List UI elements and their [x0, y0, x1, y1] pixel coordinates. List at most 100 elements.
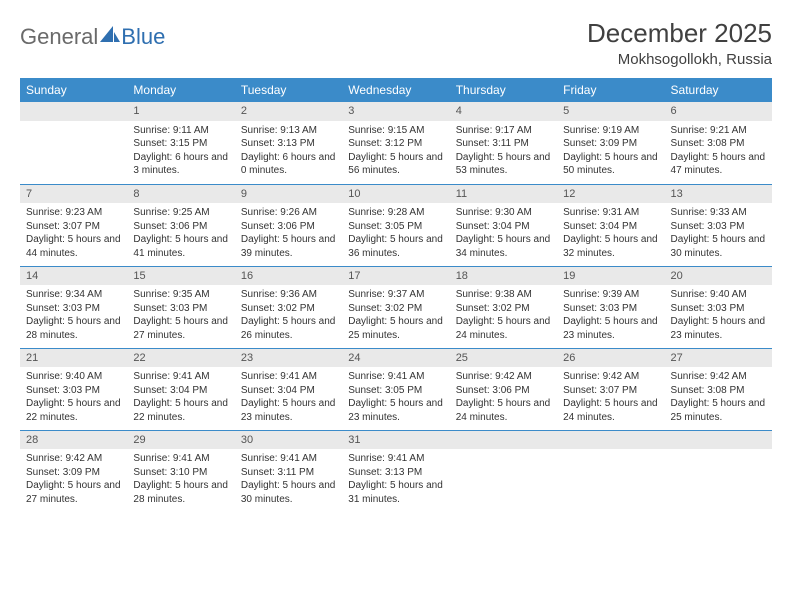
sunset: Sunset: 3:04 PM: [133, 384, 228, 398]
sunset: Sunset: 3:04 PM: [456, 220, 551, 234]
sunset: Sunset: 3:11 PM: [241, 466, 336, 480]
day-number: 24: [342, 349, 449, 368]
day-number: 21: [20, 349, 127, 368]
calendar-cell: [557, 430, 664, 512]
sunset: Sunset: 3:09 PM: [563, 137, 658, 151]
sunrise: Sunrise: 9:15 AM: [348, 124, 443, 138]
calendar-cell: 2Sunrise: 9:13 AMSunset: 3:13 PMDaylight…: [235, 102, 342, 184]
sunset: Sunset: 3:07 PM: [26, 220, 121, 234]
day-details: Sunrise: 9:41 AMSunset: 3:04 PMDaylight:…: [127, 367, 234, 428]
day-number: 10: [342, 185, 449, 204]
calendar-cell: 23Sunrise: 9:41 AMSunset: 3:04 PMDayligh…: [235, 348, 342, 430]
day-details: Sunrise: 9:35 AMSunset: 3:03 PMDaylight:…: [127, 285, 234, 346]
sunrise: Sunrise: 9:39 AM: [563, 288, 658, 302]
sunset: Sunset: 3:02 PM: [348, 302, 443, 316]
day-details: Sunrise: 9:11 AMSunset: 3:15 PMDaylight:…: [127, 121, 234, 182]
day-details: Sunrise: 9:41 AMSunset: 3:04 PMDaylight:…: [235, 367, 342, 428]
calendar-cell: 26Sunrise: 9:42 AMSunset: 3:07 PMDayligh…: [557, 348, 664, 430]
calendar-cell: 27Sunrise: 9:42 AMSunset: 3:08 PMDayligh…: [665, 348, 772, 430]
calendar-row: 21Sunrise: 9:40 AMSunset: 3:03 PMDayligh…: [20, 348, 772, 430]
sunset: Sunset: 3:05 PM: [348, 384, 443, 398]
daylight: Daylight: 5 hours and 24 minutes.: [456, 397, 551, 424]
calendar-cell: 16Sunrise: 9:36 AMSunset: 3:02 PMDayligh…: [235, 266, 342, 348]
day-number: 15: [127, 267, 234, 286]
sunset: Sunset: 3:15 PM: [133, 137, 228, 151]
calendar-cell: 25Sunrise: 9:42 AMSunset: 3:06 PMDayligh…: [450, 348, 557, 430]
sunrise: Sunrise: 9:41 AM: [133, 452, 228, 466]
day-number: 2: [235, 102, 342, 121]
weekday-header: Wednesday: [342, 78, 449, 102]
sunrise: Sunrise: 9:41 AM: [133, 370, 228, 384]
day-details: Sunrise: 9:42 AMSunset: 3:06 PMDaylight:…: [450, 367, 557, 428]
sunrise: Sunrise: 9:30 AM: [456, 206, 551, 220]
sunset: Sunset: 3:11 PM: [456, 137, 551, 151]
sail-icon: [100, 24, 120, 50]
day-details: Sunrise: 9:40 AMSunset: 3:03 PMDaylight:…: [665, 285, 772, 346]
day-details: Sunrise: 9:38 AMSunset: 3:02 PMDaylight:…: [450, 285, 557, 346]
day-number: 16: [235, 267, 342, 286]
calendar-row: 14Sunrise: 9:34 AMSunset: 3:03 PMDayligh…: [20, 266, 772, 348]
sunrise: Sunrise: 9:42 AM: [563, 370, 658, 384]
calendar-cell: 20Sunrise: 9:40 AMSunset: 3:03 PMDayligh…: [665, 266, 772, 348]
calendar-cell: 10Sunrise: 9:28 AMSunset: 3:05 PMDayligh…: [342, 184, 449, 266]
daylight: Daylight: 5 hours and 53 minutes.: [456, 151, 551, 178]
day-number: 26: [557, 349, 664, 368]
calendar-cell: 11Sunrise: 9:30 AMSunset: 3:04 PMDayligh…: [450, 184, 557, 266]
calendar-cell: [665, 430, 772, 512]
calendar-cell: 1Sunrise: 9:11 AMSunset: 3:15 PMDaylight…: [127, 102, 234, 184]
sunrise: Sunrise: 9:33 AM: [671, 206, 766, 220]
calendar-cell: 12Sunrise: 9:31 AMSunset: 3:04 PMDayligh…: [557, 184, 664, 266]
sunrise: Sunrise: 9:28 AM: [348, 206, 443, 220]
sunrise: Sunrise: 9:41 AM: [348, 452, 443, 466]
daylight: Daylight: 5 hours and 26 minutes.: [241, 315, 336, 342]
day-number: 1: [127, 102, 234, 121]
sunset: Sunset: 3:13 PM: [348, 466, 443, 480]
title-block: December 2025 Mokhsogollokh, Russia: [587, 18, 772, 68]
day-number: 5: [557, 102, 664, 121]
sunrise: Sunrise: 9:34 AM: [26, 288, 121, 302]
day-number: 20: [665, 267, 772, 286]
day-number: 13: [665, 185, 772, 204]
sunset: Sunset: 3:02 PM: [456, 302, 551, 316]
weekday-header: Friday: [557, 78, 664, 102]
daylight: Daylight: 5 hours and 23 minutes.: [241, 397, 336, 424]
sunset: Sunset: 3:13 PM: [241, 137, 336, 151]
calendar-row: 7Sunrise: 9:23 AMSunset: 3:07 PMDaylight…: [20, 184, 772, 266]
calendar-cell: 17Sunrise: 9:37 AMSunset: 3:02 PMDayligh…: [342, 266, 449, 348]
sunrise: Sunrise: 9:36 AM: [241, 288, 336, 302]
calendar-cell: 19Sunrise: 9:39 AMSunset: 3:03 PMDayligh…: [557, 266, 664, 348]
day-number: 23: [235, 349, 342, 368]
sunrise: Sunrise: 9:23 AM: [26, 206, 121, 220]
weekday-header: Thursday: [450, 78, 557, 102]
day-number-empty: [450, 431, 557, 450]
daylight: Daylight: 5 hours and 30 minutes.: [671, 233, 766, 260]
day-number: 25: [450, 349, 557, 368]
calendar-cell: 22Sunrise: 9:41 AMSunset: 3:04 PMDayligh…: [127, 348, 234, 430]
day-number-empty: [665, 431, 772, 450]
sunrise: Sunrise: 9:35 AM: [133, 288, 228, 302]
day-details: Sunrise: 9:17 AMSunset: 3:11 PMDaylight:…: [450, 121, 557, 182]
day-number: 3: [342, 102, 449, 121]
day-details: Sunrise: 9:41 AMSunset: 3:13 PMDaylight:…: [342, 449, 449, 510]
calendar-table: Sunday Monday Tuesday Wednesday Thursday…: [20, 78, 772, 512]
weekday-header: Sunday: [20, 78, 127, 102]
sunset: Sunset: 3:10 PM: [133, 466, 228, 480]
sunrise: Sunrise: 9:40 AM: [671, 288, 766, 302]
day-number: 28: [20, 431, 127, 450]
day-number: 29: [127, 431, 234, 450]
sunrise: Sunrise: 9:21 AM: [671, 124, 766, 138]
sunset: Sunset: 3:07 PM: [563, 384, 658, 398]
sunset: Sunset: 3:06 PM: [241, 220, 336, 234]
sunset: Sunset: 3:06 PM: [456, 384, 551, 398]
daylight: Daylight: 5 hours and 28 minutes.: [133, 479, 228, 506]
calendar-cell: 14Sunrise: 9:34 AMSunset: 3:03 PMDayligh…: [20, 266, 127, 348]
calendar-cell: 15Sunrise: 9:35 AMSunset: 3:03 PMDayligh…: [127, 266, 234, 348]
day-details: Sunrise: 9:41 AMSunset: 3:05 PMDaylight:…: [342, 367, 449, 428]
day-number: 8: [127, 185, 234, 204]
page-header: General Blue December 2025 Mokhsogollokh…: [20, 18, 772, 68]
day-details: Sunrise: 9:37 AMSunset: 3:02 PMDaylight:…: [342, 285, 449, 346]
calendar-cell: 3Sunrise: 9:15 AMSunset: 3:12 PMDaylight…: [342, 102, 449, 184]
calendar-cell: [450, 430, 557, 512]
sunrise: Sunrise: 9:41 AM: [241, 370, 336, 384]
weekday-header: Monday: [127, 78, 234, 102]
